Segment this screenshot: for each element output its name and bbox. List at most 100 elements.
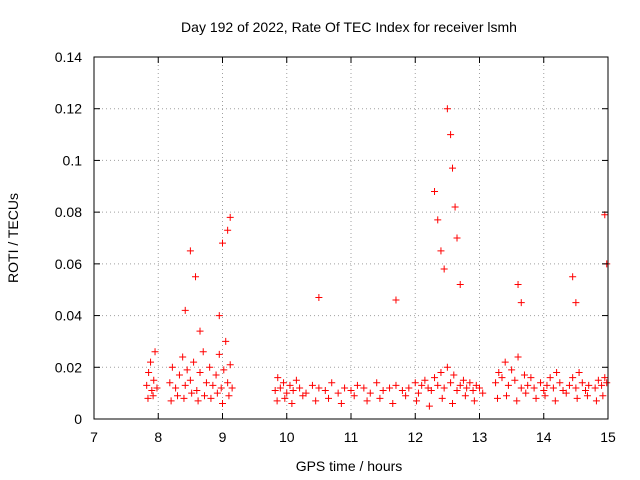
data-point [493, 394, 501, 402]
data-point [174, 392, 182, 400]
data-point [190, 358, 198, 366]
data-point [524, 381, 532, 389]
data-point [217, 384, 225, 392]
data-point [219, 239, 226, 247]
data-point [598, 381, 606, 389]
y-axis-title: ROTI / TECUs [5, 193, 21, 283]
data-point [447, 379, 455, 387]
data-point [281, 394, 289, 402]
data-point [414, 389, 422, 397]
x-tick-label: 15 [600, 429, 616, 445]
data-point [440, 265, 448, 273]
data-point [572, 384, 580, 392]
data-point [199, 348, 207, 356]
data-point [569, 273, 577, 281]
data-point [517, 384, 525, 392]
data-point [150, 376, 158, 384]
data-point [551, 397, 559, 405]
data-point [443, 363, 451, 371]
data-point [513, 397, 521, 405]
data-point [599, 392, 607, 400]
x-tick-label: 14 [536, 429, 552, 445]
data-point [569, 374, 577, 382]
data-point [541, 392, 549, 400]
data-point [196, 327, 204, 335]
y-tick-label: 0.08 [55, 204, 82, 220]
data-point [537, 379, 545, 387]
data-point [532, 394, 540, 402]
data-point [572, 299, 580, 307]
data-point [341, 384, 349, 392]
y-tick-label: 0 [74, 411, 82, 427]
data-point [546, 374, 554, 382]
data-point [434, 381, 442, 389]
y-tick-label: 0.04 [55, 308, 82, 324]
data-point [292, 376, 300, 384]
data-point [206, 363, 214, 371]
data-point [601, 374, 609, 382]
data-point [603, 379, 611, 387]
data-point [405, 384, 413, 392]
data-point [543, 381, 551, 389]
data-point [431, 187, 439, 195]
x-tick-label: 11 [344, 429, 359, 445]
data-point [456, 381, 464, 389]
y-tick-label: 0.1 [63, 152, 83, 168]
data-point [186, 376, 194, 384]
data-point [175, 371, 183, 379]
y-tick-label: 0.06 [55, 256, 82, 272]
data-point [286, 381, 294, 389]
data-point [447, 131, 455, 139]
data-point [209, 381, 217, 389]
data-point [373, 379, 381, 387]
data-point [168, 363, 176, 371]
data-point [172, 384, 180, 392]
data-point [501, 358, 509, 366]
data-point [148, 387, 156, 395]
data-point [434, 216, 442, 224]
data-point [312, 397, 320, 405]
data-point [192, 273, 200, 281]
data-point [276, 384, 284, 392]
data-point [328, 379, 336, 387]
data-point [517, 299, 525, 307]
data-point [504, 381, 512, 389]
data-point [180, 394, 188, 402]
data-point [514, 281, 522, 289]
data-point [215, 350, 223, 358]
x-tick-label: 13 [472, 429, 488, 445]
data-point [514, 353, 522, 361]
data-points [143, 105, 611, 410]
data-point [413, 397, 421, 405]
data-point [466, 379, 474, 387]
data-point [147, 358, 155, 366]
data-point [325, 394, 333, 402]
data-point [556, 379, 564, 387]
data-point [315, 293, 323, 301]
data-point [151, 348, 159, 356]
data-point [421, 376, 429, 384]
data-point [202, 379, 210, 387]
data-point [549, 384, 557, 392]
data-point [183, 366, 191, 374]
data-point [299, 392, 307, 400]
data-point [224, 379, 232, 387]
data-point [594, 376, 602, 384]
data-point [143, 381, 151, 389]
data-point [213, 389, 221, 397]
data-point [418, 381, 426, 389]
data-point [360, 384, 368, 392]
data-point [492, 379, 500, 387]
data-point [215, 312, 223, 320]
data-point [438, 394, 446, 402]
data-point [562, 389, 570, 397]
data-point [219, 399, 226, 407]
chart-title: Day 192 of 2022, Rate Of TEC Index for r… [181, 19, 517, 35]
data-point [186, 247, 194, 255]
x-axis-title: GPS time / hours [296, 458, 403, 474]
x-tick-label: 9 [219, 429, 227, 445]
data-point [470, 397, 478, 405]
data-point [280, 379, 288, 387]
axis-ticks: 7 8 9 10 11 12 13 14 15 0 0.02 0.04 0.06 0.08 0.1 0.12 0… [55, 49, 616, 445]
